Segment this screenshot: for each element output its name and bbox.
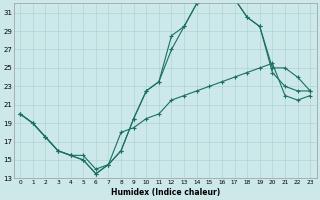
X-axis label: Humidex (Indice chaleur): Humidex (Indice chaleur) bbox=[111, 188, 220, 197]
